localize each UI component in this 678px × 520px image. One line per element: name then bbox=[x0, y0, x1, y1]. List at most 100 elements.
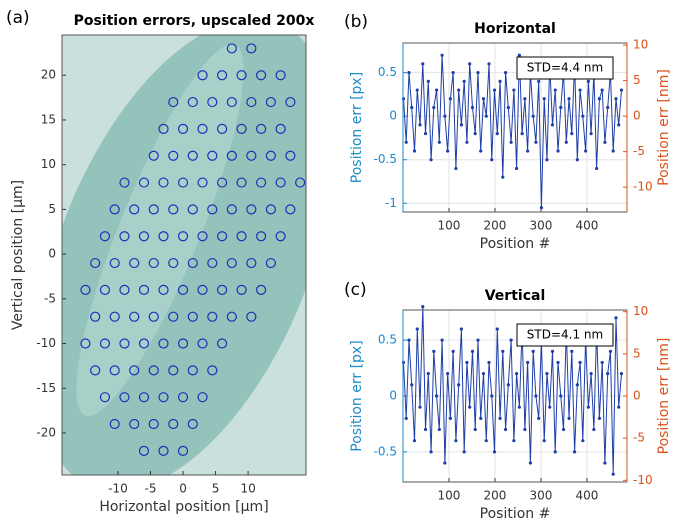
error-point bbox=[492, 88, 497, 92]
error-point bbox=[592, 427, 596, 432]
error-point bbox=[581, 439, 585, 443]
axes-frame bbox=[61, 34, 307, 476]
position-marker bbox=[138, 177, 150, 188]
position-marker bbox=[207, 96, 218, 108]
error-point bbox=[619, 88, 624, 92]
position-marker bbox=[246, 43, 257, 54]
position-marker bbox=[138, 284, 150, 295]
error-point bbox=[451, 71, 455, 75]
position-marker bbox=[226, 43, 237, 54]
error-point bbox=[515, 372, 519, 376]
error-point bbox=[570, 131, 574, 136]
error-point bbox=[479, 149, 483, 153]
error-point bbox=[586, 405, 590, 409]
error-point bbox=[459, 327, 464, 331]
position-marker bbox=[177, 177, 189, 188]
position-marker bbox=[109, 311, 120, 322]
error-point bbox=[578, 360, 582, 365]
position-marker bbox=[226, 204, 237, 215]
y-tick-label: 15 bbox=[41, 112, 56, 126]
position-marker bbox=[207, 311, 218, 322]
error-point bbox=[597, 97, 602, 101]
error-point bbox=[559, 394, 563, 398]
error-point bbox=[556, 149, 560, 153]
error-point bbox=[575, 158, 579, 162]
position-marker bbox=[148, 418, 159, 430]
error-point bbox=[487, 360, 491, 365]
error-point bbox=[520, 131, 524, 136]
error-point bbox=[423, 131, 428, 136]
error-point bbox=[418, 123, 422, 127]
x-tick-label: 10 bbox=[240, 482, 255, 496]
x-tick-label: 0 bbox=[179, 482, 187, 496]
error-point bbox=[619, 372, 624, 376]
position-marker bbox=[246, 311, 257, 322]
position-marker bbox=[119, 392, 130, 403]
x-tick-label: 400 bbox=[576, 219, 599, 233]
chart-title: Position errors, upscaled 200x bbox=[74, 13, 315, 29]
annotation-box bbox=[516, 56, 614, 80]
error-point bbox=[515, 166, 519, 171]
error-point bbox=[606, 372, 610, 376]
error-point bbox=[457, 383, 461, 387]
y-tick-label: -15 bbox=[36, 381, 56, 395]
error-point bbox=[545, 158, 549, 162]
error-point bbox=[512, 88, 516, 92]
position-marker bbox=[256, 284, 267, 295]
position-marker bbox=[216, 70, 228, 81]
y-axis-label: Position err [px] bbox=[349, 340, 365, 451]
error-point bbox=[597, 416, 602, 420]
position-marker bbox=[275, 70, 286, 81]
error-point bbox=[443, 461, 447, 465]
position-marker bbox=[246, 96, 257, 108]
error-point bbox=[404, 140, 408, 144]
position-marker bbox=[99, 392, 111, 403]
x-tick-label: 400 bbox=[576, 489, 599, 503]
position-marker bbox=[285, 150, 296, 161]
position-marker bbox=[256, 70, 267, 81]
error-point bbox=[617, 405, 621, 409]
position-marker bbox=[275, 123, 286, 135]
error-point bbox=[611, 472, 615, 476]
position-marker bbox=[158, 123, 169, 135]
position-marker bbox=[168, 150, 179, 161]
error-point bbox=[437, 427, 441, 432]
error-point bbox=[506, 105, 510, 110]
error-point bbox=[465, 140, 469, 144]
y2-tick-label: 0 bbox=[633, 109, 641, 123]
position-marker bbox=[129, 365, 140, 376]
panel-label: (a) bbox=[6, 8, 30, 28]
error-point bbox=[548, 405, 552, 409]
position-marker bbox=[109, 365, 120, 376]
position-marker bbox=[168, 96, 179, 108]
error-point bbox=[523, 97, 527, 101]
position-marker bbox=[148, 365, 159, 376]
y2-tick-label: 5 bbox=[633, 73, 641, 87]
x-tick-label: -10 bbox=[108, 482, 128, 496]
error-point bbox=[550, 349, 555, 353]
position-marker bbox=[197, 231, 208, 242]
position-marker bbox=[138, 338, 150, 349]
error-point bbox=[611, 149, 615, 153]
x-tick-label: 200 bbox=[484, 489, 507, 503]
position-marker bbox=[119, 284, 130, 295]
annotation: STD=4.4 nm bbox=[527, 61, 603, 75]
position-marker bbox=[148, 257, 159, 269]
position-marker bbox=[187, 365, 198, 376]
error-point bbox=[481, 372, 486, 376]
position-marker bbox=[265, 150, 276, 161]
y-tick-label: 0.5 bbox=[378, 333, 397, 347]
position-marker bbox=[187, 257, 198, 269]
error-point bbox=[476, 71, 480, 75]
error-point bbox=[410, 105, 414, 110]
position-marker bbox=[138, 231, 150, 242]
position-marker bbox=[236, 70, 247, 81]
error-point bbox=[575, 383, 579, 387]
error-point bbox=[589, 131, 593, 136]
chart-title: Vertical bbox=[485, 288, 546, 304]
position-marker bbox=[216, 231, 228, 242]
position-marker bbox=[246, 257, 257, 269]
position-marker bbox=[207, 150, 218, 161]
y2-tick-label: -10 bbox=[633, 473, 653, 487]
position-marker bbox=[90, 257, 101, 269]
